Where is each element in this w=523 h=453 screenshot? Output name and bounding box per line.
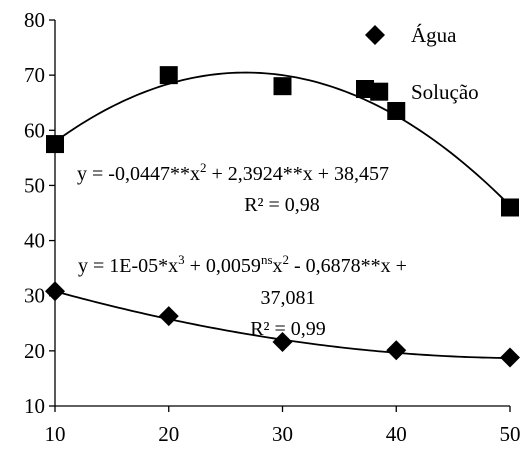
data-point-square [370,82,389,101]
data-point-diamond [158,306,179,327]
data-point-diamond [500,347,520,368]
data-point-diamond [386,340,407,361]
x-tick-label: 40 [386,422,407,446]
equation-agua-line2: 37,081 [261,287,316,309]
x-tick-label: 50 [500,422,521,446]
data-point-square [501,198,519,217]
y-tick-label: 70 [24,63,45,87]
data-point-square [387,101,406,120]
data-point-square [159,66,178,85]
trend-curve [54,71,511,207]
legend-marker-agua [365,25,385,45]
x-tick-label: 10 [45,422,66,446]
r2-agua: R² = 0,99 [250,318,326,340]
data-points [45,66,520,368]
y-tick-label: 10 [24,394,45,418]
data-point-diamond [272,332,293,353]
data-point-diamond [45,281,65,302]
legend-label-solucao: Solução [411,80,479,104]
x-tick-label: 20 [158,422,179,446]
equation-solucao-line1: y = -0,0447**x2 + 2,3924**x + 38,457 [77,160,389,185]
y-tick-label: 80 [24,8,45,32]
legend: Água Solução [356,23,479,104]
y-tick-label: 40 [24,229,45,253]
r2-solucao: R² = 0,98 [244,194,320,216]
equation-agua-line1: y = 1E-05*x3 + 0,0059nsx2 - 0,6878**x + [78,252,407,277]
y-tick-label: 60 [24,118,45,142]
y-tick-label: 20 [24,339,45,363]
axes: 10 20 30 40 50 60 70 80 10 20 30 40 50 [24,8,521,446]
equation-solucao: y = -0,0447**x2 + 2,3924**x + 38,457 R² … [77,160,389,216]
y-tick-label: 30 [24,284,45,308]
legend-label-agua: Água [411,23,457,47]
x-tick-label: 30 [272,422,293,446]
y-tick-label: 50 [24,173,45,197]
equation-agua: y = 1E-05*x3 + 0,0059nsx2 - 0,6878**x + … [78,252,407,340]
legend-marker-solucao [356,80,374,98]
data-point-square [46,135,64,154]
data-point-square [273,77,292,96]
